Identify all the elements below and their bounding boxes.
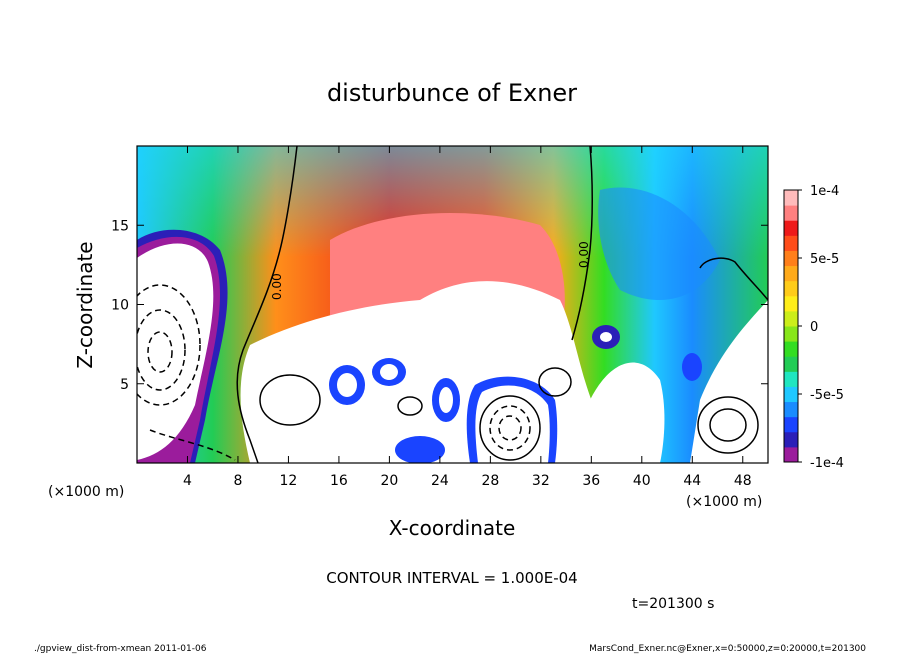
x-unit-right: (×1000 m)	[686, 494, 762, 510]
time-label: t=201300 s	[632, 596, 714, 612]
x-tick-label: 4	[183, 473, 192, 489]
x-tick-label: 28	[481, 473, 499, 489]
colorbar-band	[784, 250, 798, 267]
zero-contour-left	[236, 146, 298, 463]
x-tick-label: 48	[734, 473, 752, 489]
x-tick-label: 44	[683, 473, 701, 489]
colorbar-band	[784, 205, 798, 221]
x-tick-label: 16	[330, 473, 348, 489]
colorbar	[784, 190, 798, 463]
field-right-white	[585, 362, 665, 463]
x-tick-label: 20	[380, 473, 398, 489]
x-tick-label: 24	[431, 473, 449, 489]
colorbar-band	[784, 235, 798, 251]
contour-label-2: 0.00	[577, 241, 591, 268]
field-left-white	[137, 243, 214, 460]
chart-title: disturbunce of Exner	[327, 79, 577, 107]
colorbar-band	[784, 280, 798, 297]
y-tick-label: 5	[120, 377, 129, 393]
footer-right: MarsCond_Exner.nc@Exner,x=0:50000,z=0:20…	[589, 644, 866, 654]
colorbar-band	[784, 265, 798, 282]
x-axis: 4 8 12 16 20 24 28 32 36 40 44 48	[183, 146, 752, 489]
colorbar-tick-label: 5e-5	[810, 252, 839, 267]
y-axis: 5 10 15	[111, 218, 768, 393]
colorbar-tick-label: -1e-4	[810, 456, 844, 471]
blob-44	[682, 353, 702, 381]
y-axis-label: Z-coordinate	[73, 241, 97, 368]
colorbar-ticks: 1e-4 5e-5 0 -5e-5 -1e-4	[798, 184, 844, 471]
colorbar-tick-label: -5e-5	[810, 388, 844, 403]
x-tick-label: 12	[280, 473, 298, 489]
contour-label-1: 0.00	[270, 273, 284, 300]
colorbar-band	[784, 326, 798, 342]
x-tick-label: 32	[532, 473, 550, 489]
contour-lines	[137, 146, 768, 463]
contour-interval: CONTOUR INTERVAL = 1.000E-04	[326, 569, 577, 587]
blob-bottom	[395, 436, 445, 463]
plot-area: 0.00 0.00	[137, 146, 768, 463]
colorbar-band	[784, 416, 798, 433]
colorbar-band	[784, 431, 798, 448]
field-right-blue	[598, 187, 720, 300]
x-tick-label: 36	[582, 473, 600, 489]
x-tick-label: 8	[233, 473, 242, 489]
colorbar-tick-label: 0	[810, 320, 818, 335]
y-tick-label: 15	[111, 218, 129, 234]
colorbar-band	[784, 401, 798, 418]
colorbar-tick-label: 1e-4	[810, 184, 839, 199]
footer-left: ./gpview_dist-from-xmean 2011-01-06	[34, 644, 207, 654]
colorbar-band	[784, 446, 798, 463]
y-tick-label: 10	[111, 298, 129, 314]
zero-contour-right	[571, 146, 593, 341]
x-unit-left: (×1000 m)	[48, 484, 124, 500]
colorbar-band	[784, 386, 798, 403]
x-tick-label: 40	[633, 473, 651, 489]
x-axis-label: X-coordinate	[389, 516, 516, 540]
colorbar-band	[784, 295, 798, 312]
colorbar-band	[784, 190, 798, 206]
colorbar-band	[784, 356, 798, 372]
colorbar-band	[784, 341, 798, 357]
colorbar-band	[784, 220, 798, 236]
colorbar-band	[784, 371, 798, 387]
colorbar-band	[784, 310, 798, 327]
